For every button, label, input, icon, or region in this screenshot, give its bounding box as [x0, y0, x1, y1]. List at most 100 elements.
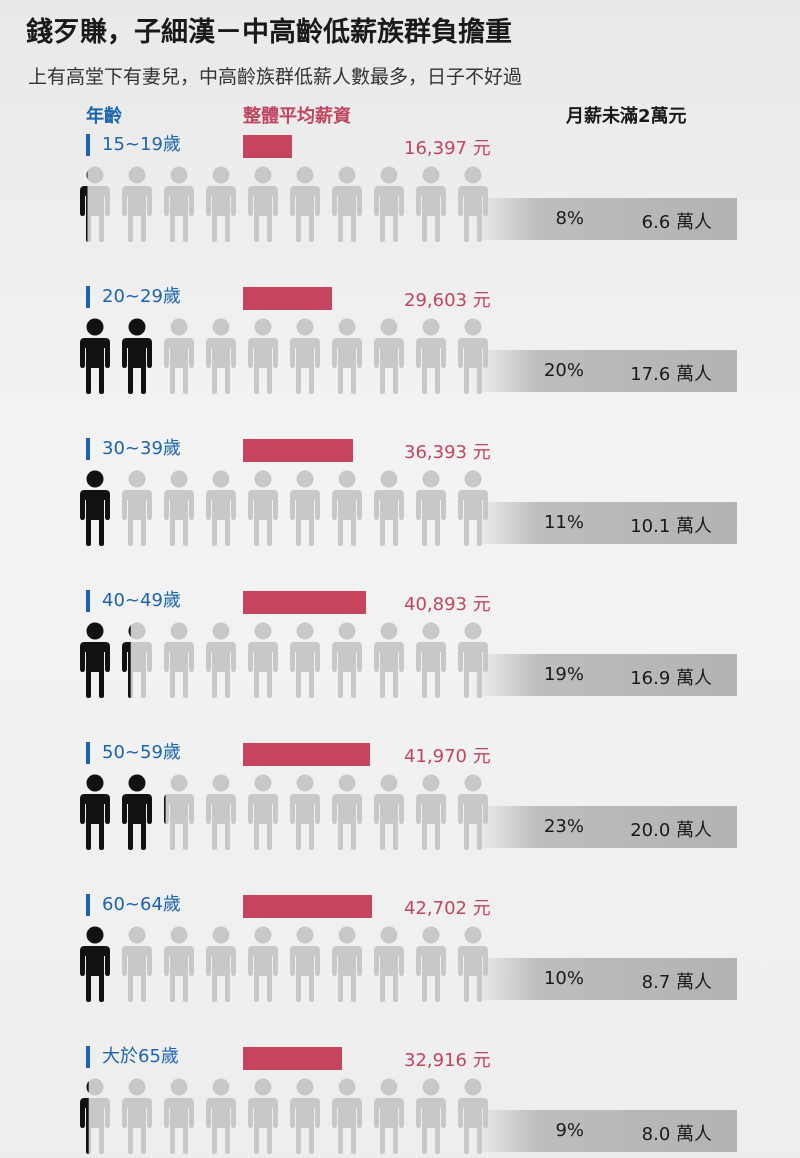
pictogram	[78, 318, 498, 394]
person-filled-icon	[122, 318, 152, 394]
person-icon	[374, 926, 404, 1002]
pictogram-svg	[80, 622, 488, 698]
person-icon	[416, 318, 446, 394]
low-wage-strip	[472, 1110, 737, 1152]
age-label: 30~39歲	[86, 438, 181, 460]
person-icon	[374, 318, 404, 394]
person-icon	[122, 166, 152, 242]
person-icon	[458, 1078, 488, 1154]
person-icon	[332, 622, 362, 698]
person-icon	[290, 318, 320, 394]
salary-bar	[243, 287, 332, 310]
person-icon	[248, 470, 278, 546]
person-icon	[458, 166, 488, 242]
page-subtitle: 上有高堂下有妻兒，中高齡族群低薪人數最多，日子不好過	[28, 66, 523, 88]
pictogram-svg	[80, 774, 488, 850]
person-icon	[206, 774, 236, 850]
pictogram-svg	[80, 1078, 488, 1154]
person-icon	[248, 166, 278, 242]
person-icon	[164, 1078, 194, 1154]
salary-bar	[243, 743, 370, 766]
salary-value: 42,702 元	[404, 898, 491, 919]
pictogram	[78, 470, 498, 546]
person-icon	[332, 470, 362, 546]
pictogram-svg	[80, 926, 488, 1002]
person-icon	[332, 1078, 362, 1154]
low-wage-strip	[472, 958, 737, 1000]
person-icon	[458, 774, 488, 850]
low-wage-count: 20.0 萬人	[630, 820, 712, 841]
salary-bar	[243, 1047, 342, 1070]
person-icon	[248, 926, 278, 1002]
pictogram	[78, 622, 498, 698]
person-icon	[332, 926, 362, 1002]
low-wage-count: 8.0 萬人	[641, 1124, 712, 1145]
low-wage-strip	[472, 350, 737, 392]
pictogram-svg	[80, 470, 488, 546]
person-icon	[458, 622, 488, 698]
low-wage-strip	[472, 654, 737, 696]
salary-value: 40,893 元	[404, 594, 491, 615]
person-icon	[290, 926, 320, 1002]
header-salary: 整體平均薪資	[243, 106, 351, 127]
low-wage-percent: 10%	[543, 968, 584, 989]
low-wage-count: 10.1 萬人	[630, 516, 712, 537]
age-label: 20~29歲	[86, 286, 181, 308]
age-label: 50~59歲	[86, 742, 181, 764]
salary-value: 41,970 元	[404, 746, 491, 767]
salary-value: 32,916 元	[404, 1050, 491, 1071]
salary-bar	[243, 895, 372, 918]
person-icon	[290, 166, 320, 242]
header-age: 年齡	[86, 106, 122, 127]
low-wage-strip	[472, 198, 737, 240]
person-icon	[416, 622, 446, 698]
low-wage-count: 8.7 萬人	[641, 972, 712, 993]
person-icon	[164, 622, 194, 698]
low-wage-percent: 11%	[543, 512, 584, 533]
person-partial-icon	[164, 794, 166, 824]
salary-value: 29,603 元	[404, 290, 491, 311]
person-icon	[416, 774, 446, 850]
salary-bar	[243, 439, 353, 462]
person-icon	[290, 774, 320, 850]
person-icon	[290, 1078, 320, 1154]
low-wage-strip	[472, 502, 737, 544]
person-icon	[374, 622, 404, 698]
low-wage-count: 16.9 萬人	[630, 668, 712, 689]
person-filled-icon	[80, 774, 110, 850]
person-icon	[458, 470, 488, 546]
person-filled-icon	[80, 926, 110, 1002]
low-wage-count: 17.6 萬人	[630, 364, 712, 385]
person-partial-fill	[80, 1081, 89, 1154]
header-low-wage: 月薪未滿2萬元	[566, 106, 687, 127]
salary-bar	[243, 135, 292, 158]
person-filled-icon	[80, 470, 110, 546]
salary-bar	[243, 591, 366, 614]
person-icon	[458, 318, 488, 394]
person-icon	[248, 318, 278, 394]
person-icon	[290, 622, 320, 698]
person-icon	[332, 166, 362, 242]
person-icon	[290, 470, 320, 546]
pictogram	[78, 926, 498, 1002]
low-wage-percent: 23%	[543, 816, 584, 837]
person-filled-icon	[80, 318, 110, 394]
salary-value: 36,393 元	[404, 442, 491, 463]
person-icon	[248, 774, 278, 850]
person-partial-fill	[122, 625, 131, 698]
person-icon	[206, 470, 236, 546]
low-wage-percent: 20%	[543, 360, 584, 381]
person-icon	[122, 926, 152, 1002]
person-icon	[122, 1078, 152, 1154]
pictogram	[78, 166, 498, 242]
person-partial-fill	[80, 170, 88, 242]
person-icon	[164, 318, 194, 394]
person-icon	[248, 622, 278, 698]
age-label: 60~64歲	[86, 894, 181, 916]
person-icon	[206, 926, 236, 1002]
person-icon	[374, 470, 404, 546]
person-icon	[206, 166, 236, 242]
person-icon	[374, 774, 404, 850]
person-icon	[332, 774, 362, 850]
